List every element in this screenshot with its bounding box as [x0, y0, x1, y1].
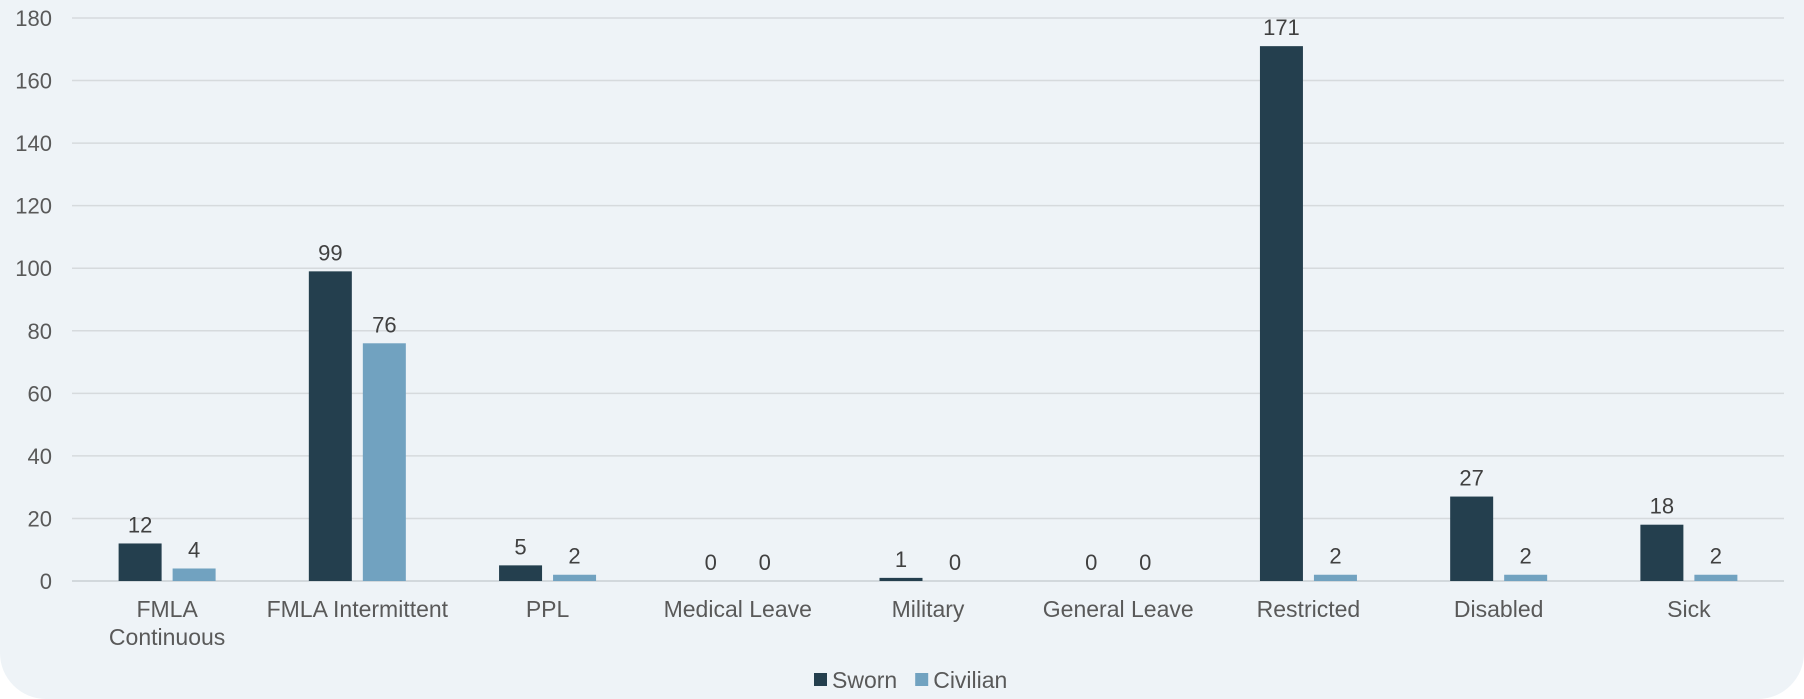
legend: Sworn Civilian [814, 667, 1007, 693]
bar-sworn [499, 565, 543, 581]
y-tick-label: 0 [40, 569, 52, 594]
category-label: Restricted [1257, 596, 1361, 622]
bar-sworn [879, 577, 923, 581]
data-label: 99 [318, 240, 342, 265]
data-label: 12 [128, 512, 152, 537]
data-label: 2 [1520, 544, 1532, 569]
bar-sworn [308, 271, 352, 581]
bar-sworn [118, 543, 162, 581]
legend-label: Civilian [933, 667, 1007, 693]
y-tick-label: 160 [15, 69, 52, 94]
bars [118, 46, 1738, 581]
y-axis-ticks: 0 20 40 60 80 100 120 140 160 180 [15, 6, 52, 594]
data-label: 0 [1139, 550, 1151, 575]
data-label: 0 [1085, 550, 1097, 575]
legend-swatch [814, 673, 827, 686]
data-label: 0 [759, 550, 771, 575]
data-labels: 12 4 99 76 5 2 0 0 1 0 0 0 171 2 27 2 18 2 [128, 15, 1722, 575]
category-label: FMLA [136, 596, 198, 622]
category-label: PPL [526, 596, 570, 622]
data-label: 0 [949, 550, 961, 575]
data-label: 76 [372, 312, 396, 337]
data-label: 1 [895, 547, 907, 572]
category-label: FMLA Intermittent [267, 596, 449, 622]
bar-civilian [1313, 574, 1357, 581]
category-label: General Leave [1043, 596, 1194, 622]
bar-sworn [1640, 524, 1684, 581]
data-label: 5 [514, 534, 526, 559]
category-label: Medical Leave [664, 596, 812, 622]
category-label: Sick [1667, 596, 1711, 622]
y-tick-label: 20 [28, 506, 52, 531]
bar-civilian [172, 568, 216, 581]
bar-civilian [1504, 574, 1548, 581]
y-tick-label: 180 [15, 6, 52, 31]
data-label: 0 [705, 550, 717, 575]
bar-sworn [1450, 496, 1494, 581]
bar-sworn [1259, 46, 1303, 581]
data-label: 18 [1650, 494, 1674, 519]
category-label: Disabled [1454, 596, 1544, 622]
bar-civilian [1694, 574, 1738, 581]
category-label: Continuous [109, 624, 225, 650]
legend-swatch [915, 673, 929, 686]
data-label: 171 [1263, 15, 1300, 40]
y-tick-label: 60 [28, 381, 52, 406]
legend-label: Sworn [832, 667, 897, 693]
bar-civilian [362, 343, 406, 581]
y-tick-label: 100 [15, 256, 52, 281]
data-label: 2 [1329, 544, 1341, 569]
y-tick-label: 140 [15, 131, 52, 156]
data-label: 4 [188, 537, 200, 562]
data-label: 27 [1459, 466, 1483, 491]
data-label: 2 [568, 544, 580, 569]
bar-civilian [553, 574, 597, 581]
gridlines [72, 17, 1784, 582]
y-tick-label: 120 [15, 194, 52, 219]
y-tick-label: 80 [28, 319, 52, 344]
data-label: 2 [1710, 544, 1722, 569]
category-label: Military [892, 596, 965, 622]
y-tick-label: 40 [28, 444, 52, 469]
